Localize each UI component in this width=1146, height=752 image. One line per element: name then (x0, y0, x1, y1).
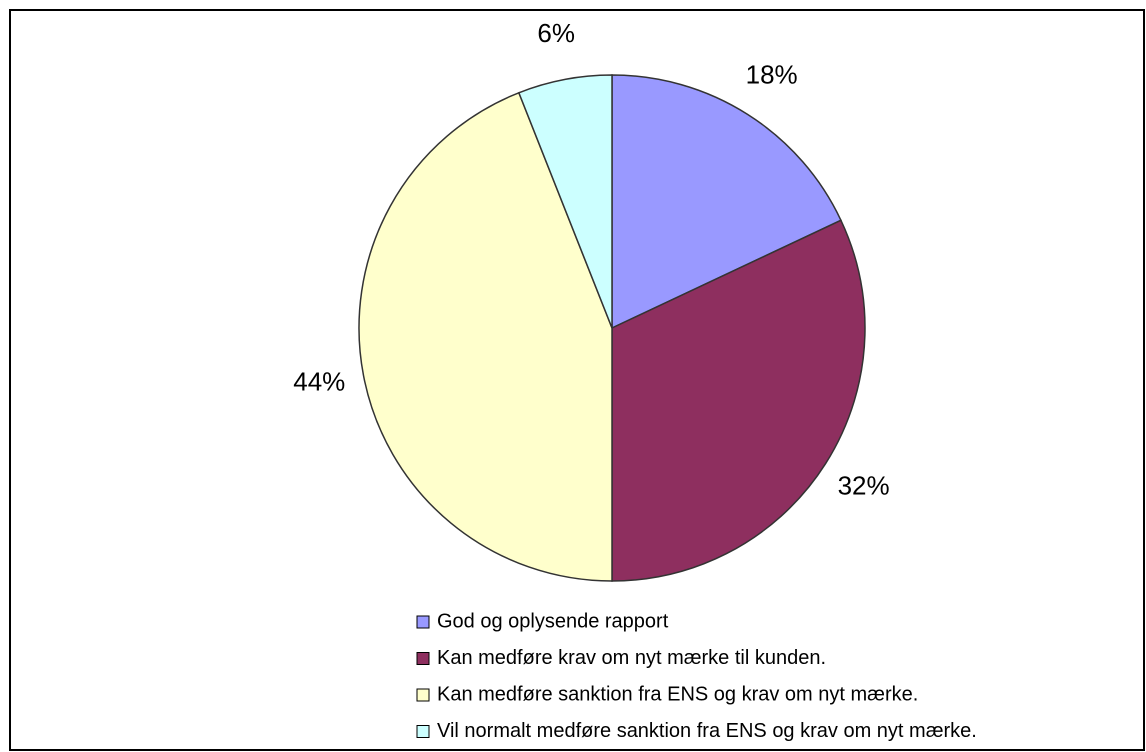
slice-label: 6% (537, 18, 575, 48)
legend-swatch (416, 652, 430, 665)
pie-slice (358, 91, 613, 582)
slice-label: 18% (746, 59, 798, 89)
slice-label: 32% (838, 471, 890, 501)
pie-slice (517, 74, 613, 329)
legend-label: God og oplysende rapport (437, 610, 669, 632)
legend-swatch (416, 725, 430, 738)
pie-slice (611, 74, 842, 330)
pie-slice (611, 219, 866, 582)
legend-label: Kan medføre sanktion fra ENS og krav om … (437, 683, 918, 705)
legend-swatch (416, 615, 430, 629)
slice-label: 44% (293, 367, 345, 397)
legend-swatch (416, 688, 430, 702)
legend-label: Vil normalt medføre sanktion fra ENS og … (437, 720, 977, 742)
legend-label: Kan medføre krav om nyt mærke til kunden… (437, 647, 826, 669)
